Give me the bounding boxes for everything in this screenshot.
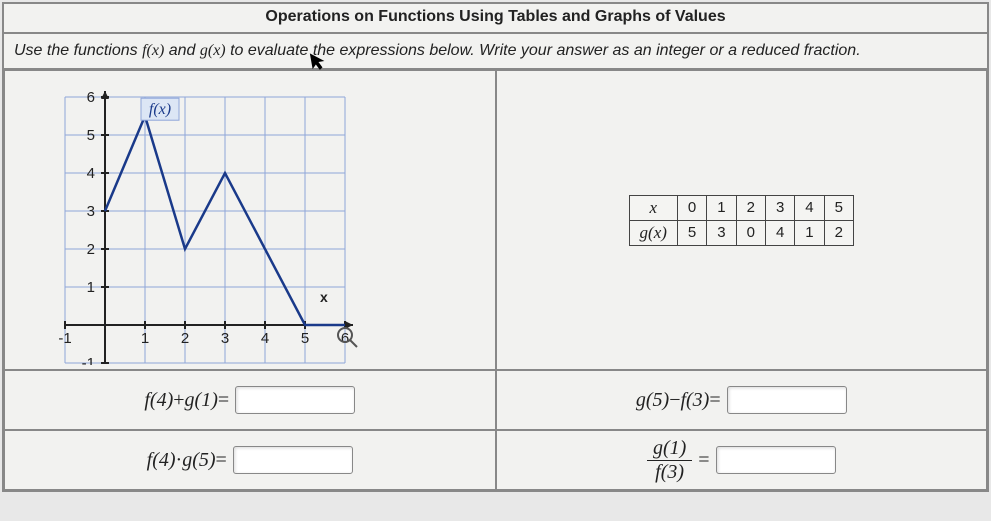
- gx-table-panel: x 0 1 2 3 4 5 g(x) 5 3 0 4 1 2: [496, 70, 988, 370]
- gx-x-0: 0: [677, 195, 706, 220]
- gx-row-x: x 0 1 2 3 4 5: [629, 195, 853, 220]
- gx-row-g: g(x) 5 3 0 4 1 2: [629, 220, 853, 245]
- worksheet-container: Operations on Functions Using Tables and…: [2, 2, 989, 492]
- q4-eq: =: [698, 449, 709, 472]
- gx-table: x 0 1 2 3 4 5 g(x) 5 3 0 4 1 2: [629, 195, 854, 246]
- svg-text:5: 5: [301, 330, 309, 347]
- svg-text:6: 6: [87, 89, 95, 106]
- gx-g-3: 4: [765, 220, 794, 245]
- q1-f: f(4): [144, 389, 173, 412]
- q2-eq: =: [709, 389, 720, 412]
- question-1: f(4) + g(1) =: [4, 370, 496, 430]
- q3-op: ·: [176, 449, 183, 472]
- gx-x-4: 4: [795, 195, 824, 220]
- graph-panel: -1 1 2 3 4 5 6 -1 1 2 3 4 5 6 f(x) x: [4, 70, 496, 370]
- content-grid: -1123456-1123456f(x)x x 0 1 2 3 4 5 g(x)…: [4, 70, 987, 490]
- q2-answer-input[interactable]: [727, 386, 847, 414]
- page-title: Operations on Functions Using Tables and…: [4, 4, 987, 34]
- gx-x-1: 1: [707, 195, 736, 220]
- question-4: g(1) f(3) =: [496, 430, 988, 490]
- svg-text:2: 2: [181, 330, 189, 347]
- gx-x-2: 2: [736, 195, 765, 220]
- instr-pre: Use the functions: [14, 42, 142, 59]
- q3-f: f(4): [147, 449, 176, 472]
- q3-eq: =: [216, 449, 227, 472]
- svg-text:6: 6: [341, 330, 349, 347]
- q1-op: +: [173, 389, 184, 412]
- instr-mid: and: [164, 42, 200, 59]
- svg-text:2: 2: [87, 241, 95, 258]
- q3-g: g(5): [182, 449, 215, 472]
- instr-f: f(x): [142, 42, 164, 59]
- q4-den: f(3): [649, 461, 690, 484]
- svg-text:5: 5: [87, 127, 95, 144]
- gx-x-3: 3: [765, 195, 794, 220]
- question-2: g(5) − f(3) =: [496, 370, 988, 430]
- q1-g: g(1): [185, 389, 218, 412]
- svg-text:-1: -1: [82, 355, 95, 365]
- gx-g-5: 2: [824, 220, 853, 245]
- q3-answer-input[interactable]: [233, 446, 353, 474]
- svg-text:-1: -1: [58, 330, 71, 347]
- gx-g-4: 1: [795, 220, 824, 245]
- svg-text:1: 1: [141, 330, 149, 347]
- svg-text:1: 1: [87, 279, 95, 296]
- q2-op: −: [669, 389, 680, 412]
- q4-num: g(1): [647, 437, 692, 461]
- gx-g-2: 0: [736, 220, 765, 245]
- function-graph: -1 1 2 3 4 5 6 -1 1 2 3 4 5 6 f(x) x: [35, 75, 395, 365]
- gx-hdr-g: g(x): [629, 220, 677, 245]
- gx-g-0: 5: [677, 220, 706, 245]
- q1-answer-input[interactable]: [235, 386, 355, 414]
- gx-g-1: 3: [707, 220, 736, 245]
- svg-text:3: 3: [221, 330, 229, 347]
- svg-text:4: 4: [87, 165, 95, 182]
- svg-text:x: x: [320, 290, 328, 306]
- q2-g: g(5): [636, 389, 669, 412]
- svg-text:f(x): f(x): [149, 102, 171, 119]
- gx-hdr-x: x: [629, 195, 677, 220]
- instructions: Use the functions f(x) and g(x) to evalu…: [4, 34, 987, 70]
- svg-text:3: 3: [87, 203, 95, 220]
- q4-answer-input[interactable]: [716, 446, 836, 474]
- instr-g: g(x): [200, 42, 226, 59]
- question-3: f(4) · g(5) =: [4, 430, 496, 490]
- svg-text:4: 4: [261, 330, 269, 347]
- q1-eq: =: [218, 389, 229, 412]
- q2-f: f(3): [680, 389, 709, 412]
- q4-fraction: g(1) f(3): [647, 437, 692, 484]
- gx-x-5: 5: [824, 195, 853, 220]
